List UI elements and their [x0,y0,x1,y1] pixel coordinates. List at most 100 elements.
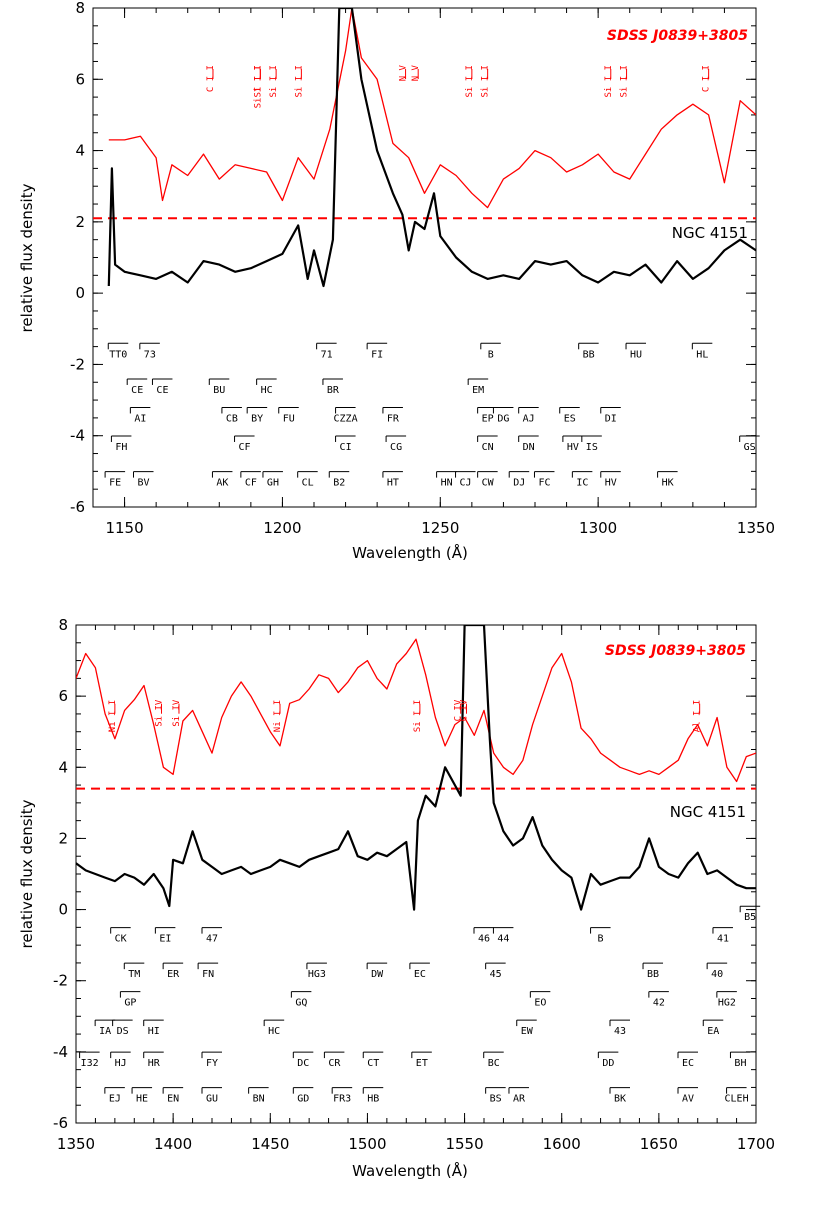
top-system-label-8: CE [131,385,143,396]
top-system-label-16: BY [251,413,263,424]
bottom-ion-mark-7: Al I I [693,700,703,733]
bottom-series-sdss [76,638,756,783]
top-system-label-46: FC [538,478,550,489]
top-system-label-31: HV [567,442,579,453]
top-y-axis-label: relative flux density [18,183,36,332]
bottom-ion-mark-4: Si I I [413,700,423,733]
top-ion-mark-4: Si I I I [253,65,263,108]
bottom-ion-mark-5: C IV [454,699,464,721]
top-ion-mark-6: N V [411,64,421,81]
bottom-system-label-35: ET [416,1058,428,1069]
top-ion-mark-2: Si I I [269,65,279,98]
bottom-y-tick-label-4: 2 [58,829,68,847]
bottom-y-tick-label-5: 4 [58,758,68,776]
bottom-system-label-39: BH [734,1058,746,1069]
bottom-y-tick-label-7: 8 [58,616,68,634]
bottom-system-label-26: 43 [614,1026,626,1037]
top-system-label-1: 73 [144,349,156,360]
top-system-label-3: FI [371,349,383,360]
top-system-label-27: CI [340,442,352,453]
top-series-ngc4151 [107,8,756,288]
top-system-label-32: IS [586,442,598,453]
top-system-label-44: CW [482,478,495,489]
top-system-label-26: CF [239,442,251,453]
top-system-label-33: GS [744,442,756,453]
top-system-label-24: DI [605,413,617,424]
top-system-label-45: DJ [513,478,525,489]
top-system-label-10: BU [213,385,225,396]
bottom-system-label-38: EC [682,1058,694,1069]
bottom-system-label-14: BB [647,969,659,980]
top-plot-frame [92,7,757,508]
bottom-system-label-30: HR [148,1058,161,1069]
top-ion-mark-11: C I I [702,65,712,92]
top-ion-mark-7: Si I I [465,65,475,98]
bottom-system-label-48: BS [490,1094,502,1105]
bottom-system-label-15: 40 [711,969,723,980]
top-y-tick-label-0: -6 [70,498,85,516]
top-system-label-5: BB [583,349,595,360]
top-panel: Wavelength (Å) relative flux density SDS… [18,0,775,562]
top-system-label-11: HC [261,385,273,396]
bottom-system-label-11: DW [371,969,384,980]
bottom-ion-mark-0: Ni I I [108,700,118,733]
bottom-system-label-22: DS [117,1026,129,1037]
bottom-x-tick-label-5: 1600 [543,1135,581,1153]
bottom-y-tick-label-1: -4 [53,1043,68,1061]
top-system-label-20: EP [482,413,494,424]
bottom-reference-label: NGC 4151 [670,803,746,821]
bottom-series-ngc4151 [76,625,756,911]
top-y-tick-label-5: 4 [75,142,85,160]
bottom-system-label-17: GQ [295,998,307,1009]
bottom-system-label-21: IA [99,1026,111,1037]
top-series-sdss [108,8,756,209]
bottom-system-label-50: BK [614,1094,626,1105]
bottom-system-label-36: BC [488,1058,500,1069]
top-system-label-12: BR [327,385,340,396]
top-x-tick-label-2: 1250 [421,519,459,537]
top-y-tick-label-2: -2 [70,355,85,373]
bottom-system-label-23: HI [148,1026,160,1037]
bottom-system-label-25: EW [521,1026,534,1037]
bottom-system-label-0: CK [115,934,127,945]
bottom-x-tick-label-2: 1450 [251,1135,289,1153]
bottom-system-label-47: HB [367,1094,379,1105]
bottom-system-label-3: 46 [478,934,490,945]
bottom-y-tick-label-3: 0 [58,901,68,919]
bottom-system-label-40: EJ [109,1094,121,1105]
bottom-x-tick-label-7: 1700 [737,1135,775,1153]
top-object-label: SDSS J0839+3805 [607,28,748,44]
top-system-label-30: DN [523,442,535,453]
top-system-label-42: HN [441,478,453,489]
bottom-system-label-16: GP [124,998,136,1009]
bottom-system-label-18: EO [534,998,546,1009]
top-system-label-40: B2 [333,478,345,489]
top-system-label-28: CG [390,442,402,453]
top-system-label-17: FU [283,413,295,424]
bottom-panel: Wavelength (Å) relative flux density SDS… [18,616,775,1180]
top-x-tick-label-1: 1200 [263,519,301,537]
top-ion-mark-3: Si I I [294,65,304,98]
top-system-label-23: ES [564,413,576,424]
bottom-system-label-42: EN [167,1094,179,1105]
bottom-x-tick-label-1: 1400 [154,1135,192,1153]
top-y-tick-label-6: 6 [75,70,85,88]
bottom-ion-mark-1: Si IV [154,699,164,727]
top-system-label-37: CF [245,478,257,489]
top-system-label-41: HT [387,478,399,489]
top-system-label-49: HK [662,478,674,489]
bottom-x-tick-label-4: 1550 [445,1135,483,1153]
top-x-tick-label-0: 1150 [105,519,143,537]
top-system-label-15: CB [226,413,238,424]
bottom-system-label-27: EA [707,1026,719,1037]
bottom-system-label-34: CT [367,1058,379,1069]
top-system-label-38: GH [267,478,279,489]
bottom-system-label-1: EI [159,934,171,945]
top-system-label-13: EM [472,385,484,396]
top-reference-label: NGC 4151 [672,224,748,242]
bottom-system-label-13: 45 [490,969,502,980]
top-y-tick-label-4: 2 [75,213,85,231]
bottom-system-label-51: AV [682,1094,694,1105]
top-x-tick-label-3: 1300 [579,519,617,537]
